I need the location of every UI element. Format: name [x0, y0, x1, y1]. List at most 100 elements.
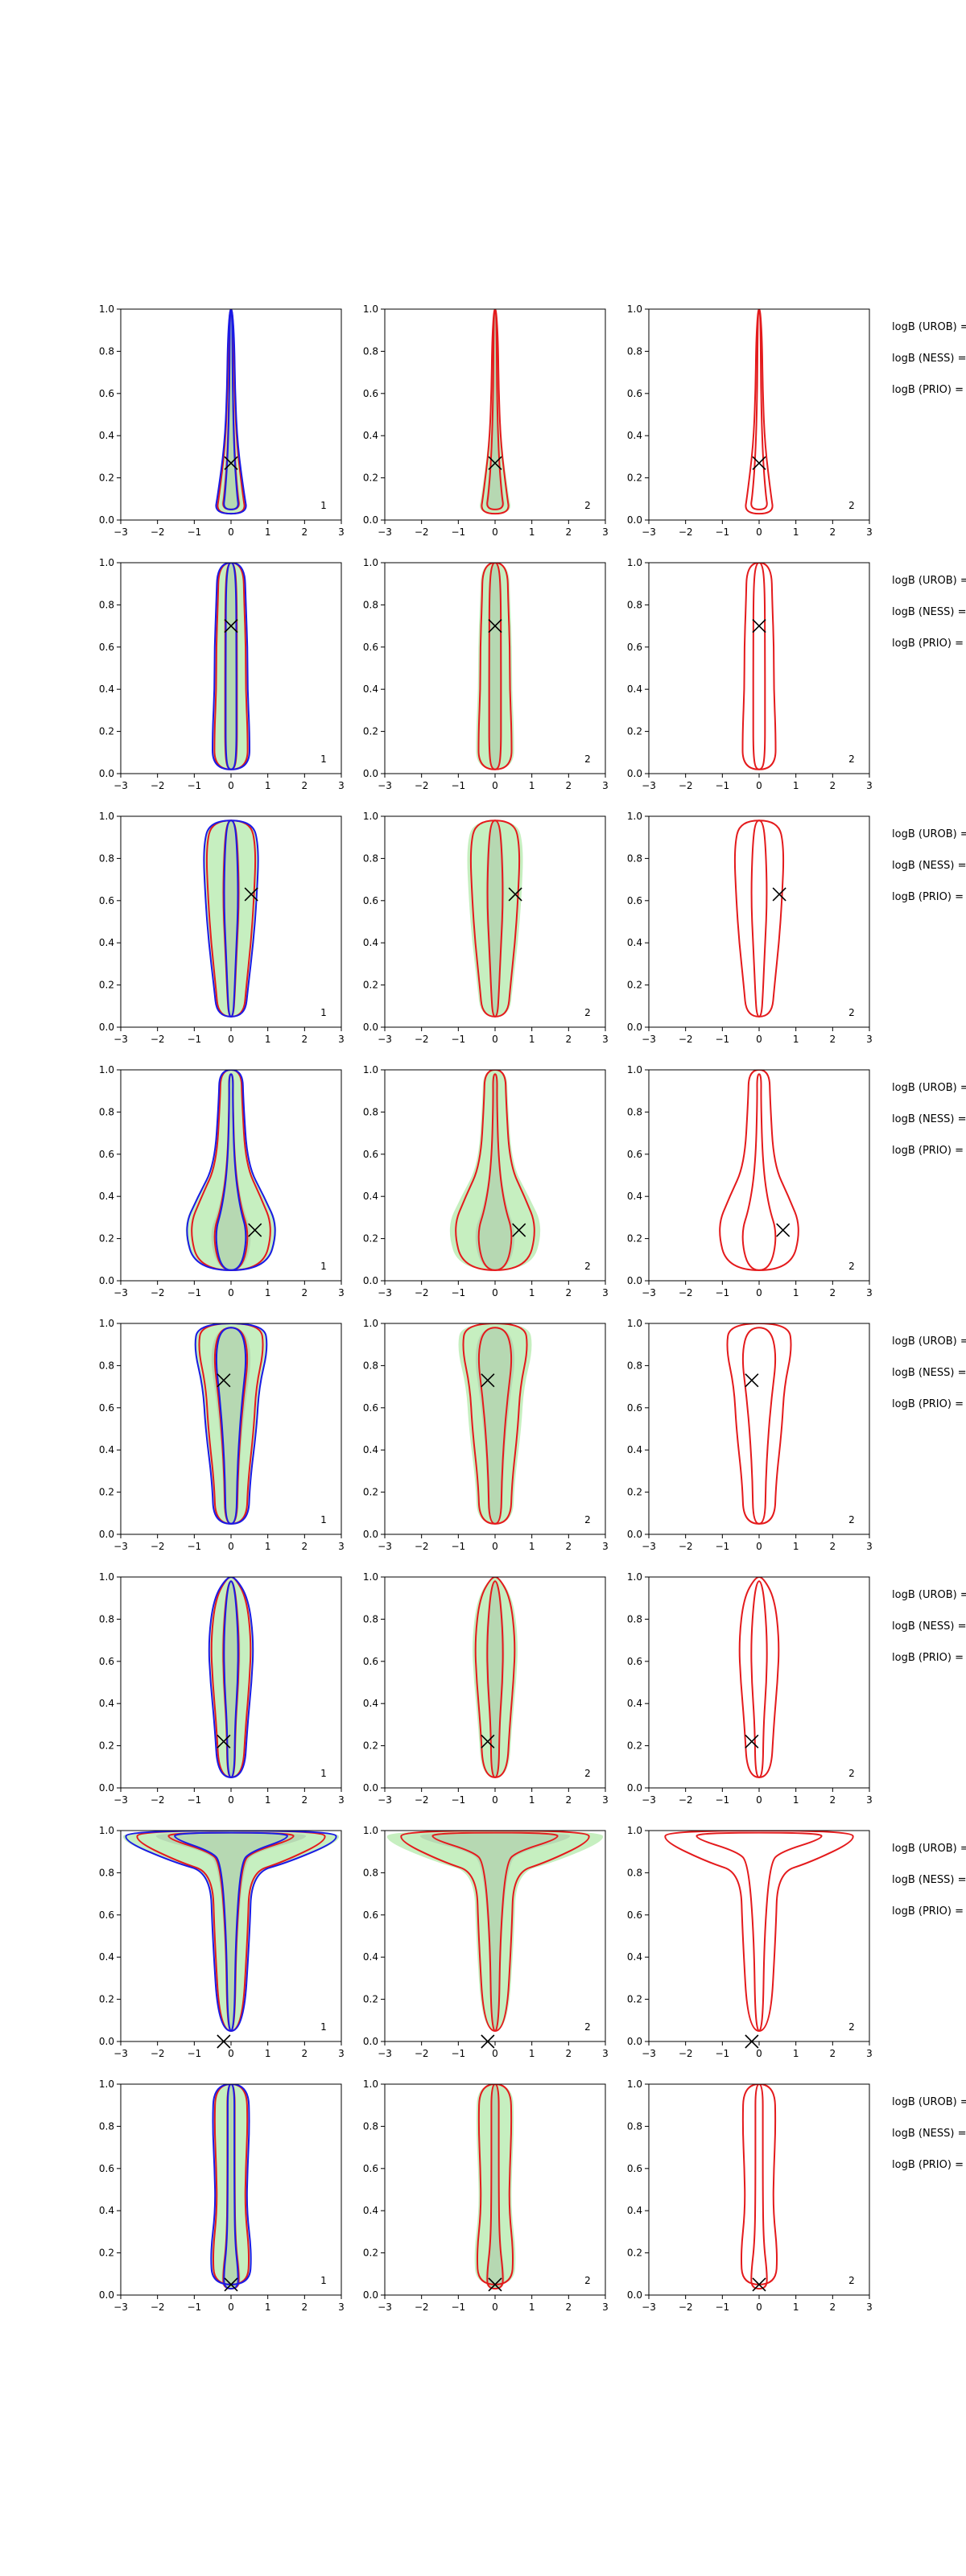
x-tick-label: 1: [793, 2048, 799, 2059]
x-tick-label: 0: [492, 1794, 498, 1806]
y-tick-label: 0.8: [363, 852, 378, 864]
x-tick-label: −3: [378, 1794, 392, 1806]
x-tick-label: 0: [756, 2301, 762, 2313]
red-contour-outer: [726, 1323, 792, 1525]
x-tick-label: −1: [451, 1794, 465, 1806]
blue-contour-outer: [210, 2084, 252, 2285]
x-tick-label: −3: [378, 1541, 392, 1552]
subplot: −3 −2 −1 0 1 2 3 0.0 0.2 0.4 0.6 0.8 1.0 2: [363, 303, 609, 538]
y-tick-label: 0.8: [99, 1360, 114, 1371]
panel-label: 2: [584, 1007, 591, 1018]
y-tick-label: 0.2: [99, 2248, 114, 2259]
panel-label: 2: [584, 2021, 591, 2033]
plot-area: [476, 563, 514, 770]
y-tick-label: 1.0: [627, 1064, 642, 1075]
logb-annotation: logB (NESS) =: [892, 1113, 966, 1125]
plot-area: [215, 309, 247, 515]
x-tick-label: 3: [866, 1287, 873, 1298]
logb-annotation: logB (PRIO) =: [892, 1145, 964, 1157]
x-tick-label: −2: [679, 1794, 693, 1806]
figure-row: −3 −2 −1 0 1 2 3 0.0 0.2 0.4 0.6 0.8 1.0 1 −3 −2 −1 0 1 2 3 0…: [99, 811, 966, 1045]
red-contour-outer: [741, 563, 777, 770]
y-tick-label: 0.4: [99, 430, 114, 441]
panel-label: 1: [320, 1768, 327, 1779]
x-tick-label: −3: [114, 1541, 128, 1552]
y-tick-label: 0.8: [627, 1360, 642, 1371]
logb-annotation: logB (NESS) =: [892, 2128, 966, 2140]
panel-label: 1: [320, 2021, 327, 2033]
red-contour-inner: [486, 819, 504, 1018]
panel-label: 2: [584, 2275, 591, 2286]
subplot: −3 −2 −1 0 1 2 3 0.0 0.2 0.4 0.6 0.8 1.0 2: [363, 1318, 609, 1552]
x-tick-label: 1: [265, 1794, 271, 1806]
x-marker: [481, 1373, 495, 1388]
x-tick-label: 2: [830, 2301, 836, 2313]
y-tick-label: 0.2: [363, 1487, 378, 1498]
panel-label: 1: [320, 1261, 327, 1272]
x-tick-label: 1: [793, 1287, 799, 1298]
x-tick-label: −1: [451, 1034, 465, 1045]
x-tick-label: 0: [492, 2048, 498, 2059]
logb-annotation: logB (NESS) =: [892, 860, 966, 872]
logb-annotation: logB (PRIO) =: [892, 1905, 964, 1918]
plot-area: [467, 819, 523, 1018]
y-tick-label: 0.0: [627, 1529, 642, 1540]
x-tick-label: −2: [679, 1287, 693, 1298]
subplot: −3 −2 −1 0 1 2 3 0.0 0.2 0.4 0.6 0.8 1.0 1: [99, 1064, 345, 1298]
red-contour-inner: [486, 2084, 504, 2290]
x-tick-label: 0: [756, 1794, 762, 1806]
blue-contour-inner: [215, 1327, 247, 1525]
x-marker: [488, 619, 502, 634]
y-tick-label: 0.2: [627, 1994, 642, 2005]
subplot: −3 −2 −1 0 1 2 3 0.0 0.2 0.4 0.6 0.8 1.0 2: [363, 1571, 609, 1806]
x-tick-label: −3: [378, 526, 392, 538]
x-marker: [508, 887, 522, 902]
subplot: −3 −2 −1 0 1 2 3 0.0 0.2 0.4 0.6 0.8 1.0 2: [363, 2079, 609, 2313]
y-tick-label: 1.0: [99, 303, 114, 315]
x-tick-label: 0: [492, 2301, 498, 2313]
x-tick-label: −3: [114, 1287, 128, 1298]
y-tick-label: 0.8: [627, 599, 642, 610]
y-tick-label: 1.0: [627, 1571, 642, 1583]
x-tick-label: −1: [715, 1287, 729, 1298]
y-tick-label: 0.0: [363, 1782, 378, 1794]
x-marker: [481, 1734, 495, 1748]
red-contour-outer: [733, 819, 785, 1018]
plot-area: [185, 1070, 277, 1271]
blue-contour-inner: [223, 1580, 239, 1778]
y-tick-label: 0.6: [627, 2163, 642, 2174]
y-tick-label: 1.0: [363, 1064, 378, 1075]
y-tick-label: 0.6: [363, 642, 378, 653]
y-tick-label: 0.8: [627, 1613, 642, 1624]
blue-contour-inner: [174, 1831, 288, 2032]
y-tick-label: 0.0: [99, 2289, 114, 2301]
x-tick-label: 3: [866, 1794, 873, 1806]
x-tick-label: −1: [715, 2301, 729, 2313]
y-tick-label: 0.8: [99, 852, 114, 864]
y-tick-label: 0.4: [627, 1444, 642, 1455]
x-tick-label: 3: [338, 1541, 345, 1552]
y-tick-label: 0.6: [99, 1402, 114, 1414]
x-tick-label: −1: [715, 1541, 729, 1552]
y-tick-label: 0.6: [99, 1909, 114, 1921]
blue-contour-inner: [223, 819, 239, 1018]
x-tick-label: 0: [228, 2048, 234, 2059]
panel-label: 2: [848, 2021, 855, 2033]
subplot: −3 −2 −1 0 1 2 3 0.0 0.2 0.4 0.6 0.8 1.0 2: [627, 2079, 873, 2313]
x-tick-label: 3: [338, 2301, 345, 2313]
filled-region-inner: [475, 1074, 515, 1270]
x-tick-label: 2: [566, 1287, 572, 1298]
y-tick-label: 0.0: [363, 1275, 378, 1286]
x-tick-label: 0: [756, 1287, 762, 1298]
x-tick-label: 3: [602, 1794, 609, 1806]
x-tick-label: 1: [265, 1034, 271, 1045]
x-tick-label: −3: [114, 526, 128, 538]
x-marker: [776, 1223, 791, 1237]
red-contour-outer: [213, 563, 249, 770]
x-tick-label: 1: [793, 1794, 799, 1806]
red-contour-outer: [191, 1070, 271, 1271]
y-tick-label: 0.6: [99, 642, 114, 653]
red-contour-outer: [738, 1577, 780, 1778]
x-tick-label: −3: [114, 780, 128, 791]
panel-label: 1: [320, 1514, 327, 1525]
